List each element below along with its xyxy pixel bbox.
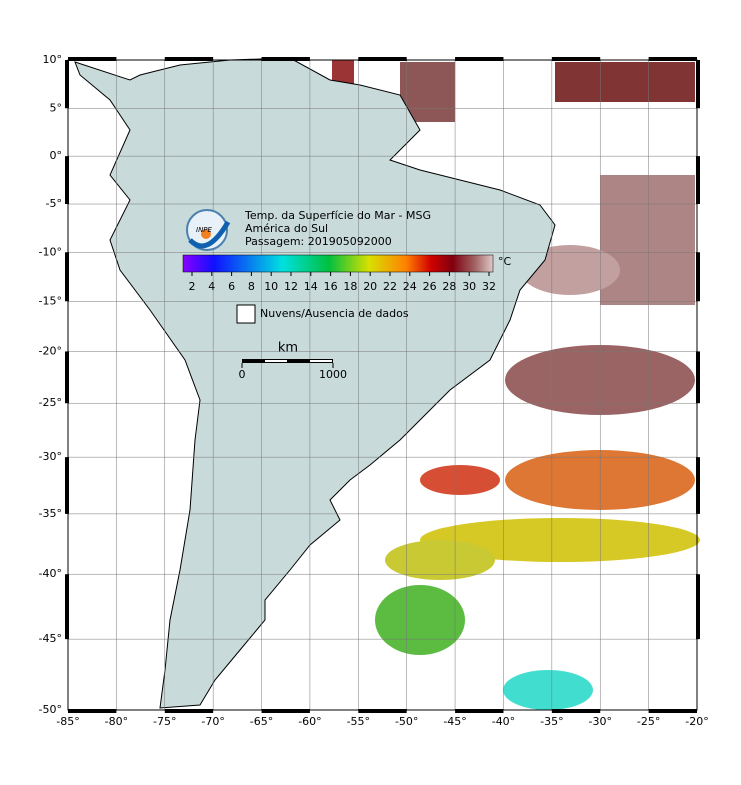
frame-band [65, 156, 69, 205]
lat-label: 5° [50, 101, 63, 114]
frame-band [455, 57, 504, 61]
pass: Passagem: 201905092000 [245, 235, 392, 248]
lon-label: -60° [298, 715, 321, 728]
title: Temp. da Superfície do Mar - MSG [244, 209, 431, 222]
scale-bar [242, 359, 333, 363]
frame-band [65, 351, 69, 404]
frame-band [68, 709, 117, 713]
colorbar-label: 28 [442, 280, 456, 293]
lat-label: -15° [39, 294, 62, 307]
logo-text: INPE [196, 226, 213, 234]
frame-band [358, 57, 407, 61]
frame-band [696, 574, 700, 640]
frame-band [551, 709, 601, 713]
frame-band [261, 709, 310, 713]
lon-label: -30° [588, 715, 611, 728]
colorbar-label: 4 [208, 280, 215, 293]
colorbar-label: 22 [383, 280, 397, 293]
lat-label: -25° [39, 396, 62, 409]
lon-label: -25° [637, 715, 660, 728]
lat-label: -40° [39, 567, 62, 580]
legend-swatch [236, 304, 256, 324]
lon-label: -50° [395, 715, 418, 728]
colorbar-label: 26 [423, 280, 437, 293]
lat-label: -50° [39, 703, 62, 716]
colorbar-label: 32 [482, 280, 496, 293]
lon-label: -20° [685, 715, 708, 728]
lon-label: -75° [153, 715, 176, 728]
colorbar [182, 254, 494, 273]
frame-band [648, 709, 697, 713]
lat-label: -10° [39, 245, 62, 258]
frame-band [65, 574, 69, 640]
frame-band [455, 709, 504, 713]
lon-label: -70° [201, 715, 224, 728]
lat-label: -45° [39, 632, 62, 645]
lon-label: -35° [540, 715, 563, 728]
scale-bar [265, 360, 287, 362]
frame-band [164, 709, 214, 713]
frame-band [696, 252, 700, 302]
colorbar-label: 16 [324, 280, 338, 293]
frame-band [261, 57, 310, 61]
colorbar-label: 12 [284, 280, 298, 293]
lon-label: -40° [492, 715, 515, 728]
frame-band [65, 252, 69, 302]
lon-label: -85° [56, 715, 79, 728]
frame-band [696, 60, 700, 109]
colorbar-unit: °C [498, 255, 512, 268]
colorbar-label: 6 [228, 280, 235, 293]
scale-label: 0 [239, 368, 246, 381]
lat-label: -20° [39, 344, 62, 357]
colorbar-label: 2 [189, 280, 196, 293]
colorbar-label: 14 [304, 280, 318, 293]
lat-label: -30° [39, 450, 62, 463]
lat-label: -35° [39, 507, 62, 520]
lat-label: 0° [50, 149, 63, 162]
colorbar-label: 24 [403, 280, 417, 293]
frame-band [164, 57, 214, 61]
frame-band [696, 351, 700, 404]
frame-band [551, 57, 601, 61]
frame-band [68, 57, 117, 61]
lat-label: -5° [46, 197, 62, 210]
frame-band [65, 60, 69, 109]
frame-band [358, 709, 407, 713]
colorbar-label: 20 [363, 280, 377, 293]
colorbar-label: 10 [264, 280, 278, 293]
lat-label: 10° [43, 53, 63, 66]
lon-label: -45° [443, 715, 466, 728]
lon-label: -65° [250, 715, 273, 728]
frame-band [696, 457, 700, 514]
lon-label: -55° [347, 715, 370, 728]
logo: INPE [186, 209, 231, 251]
frame-band [65, 457, 69, 514]
scale-label: 1000 [319, 368, 347, 381]
scale-bar [310, 360, 332, 362]
scale-unit: km [278, 341, 298, 356]
subtitle: América do Sul [245, 222, 328, 235]
frame-band [696, 156, 700, 205]
lon-label: -80° [105, 715, 128, 728]
colorbar-label: 30 [462, 280, 476, 293]
frame-band [648, 57, 697, 61]
colorbar-label: 18 [343, 280, 357, 293]
legend-text: Nuvens/Ausencia de dados [260, 307, 409, 320]
colorbar-label: 8 [248, 280, 255, 293]
